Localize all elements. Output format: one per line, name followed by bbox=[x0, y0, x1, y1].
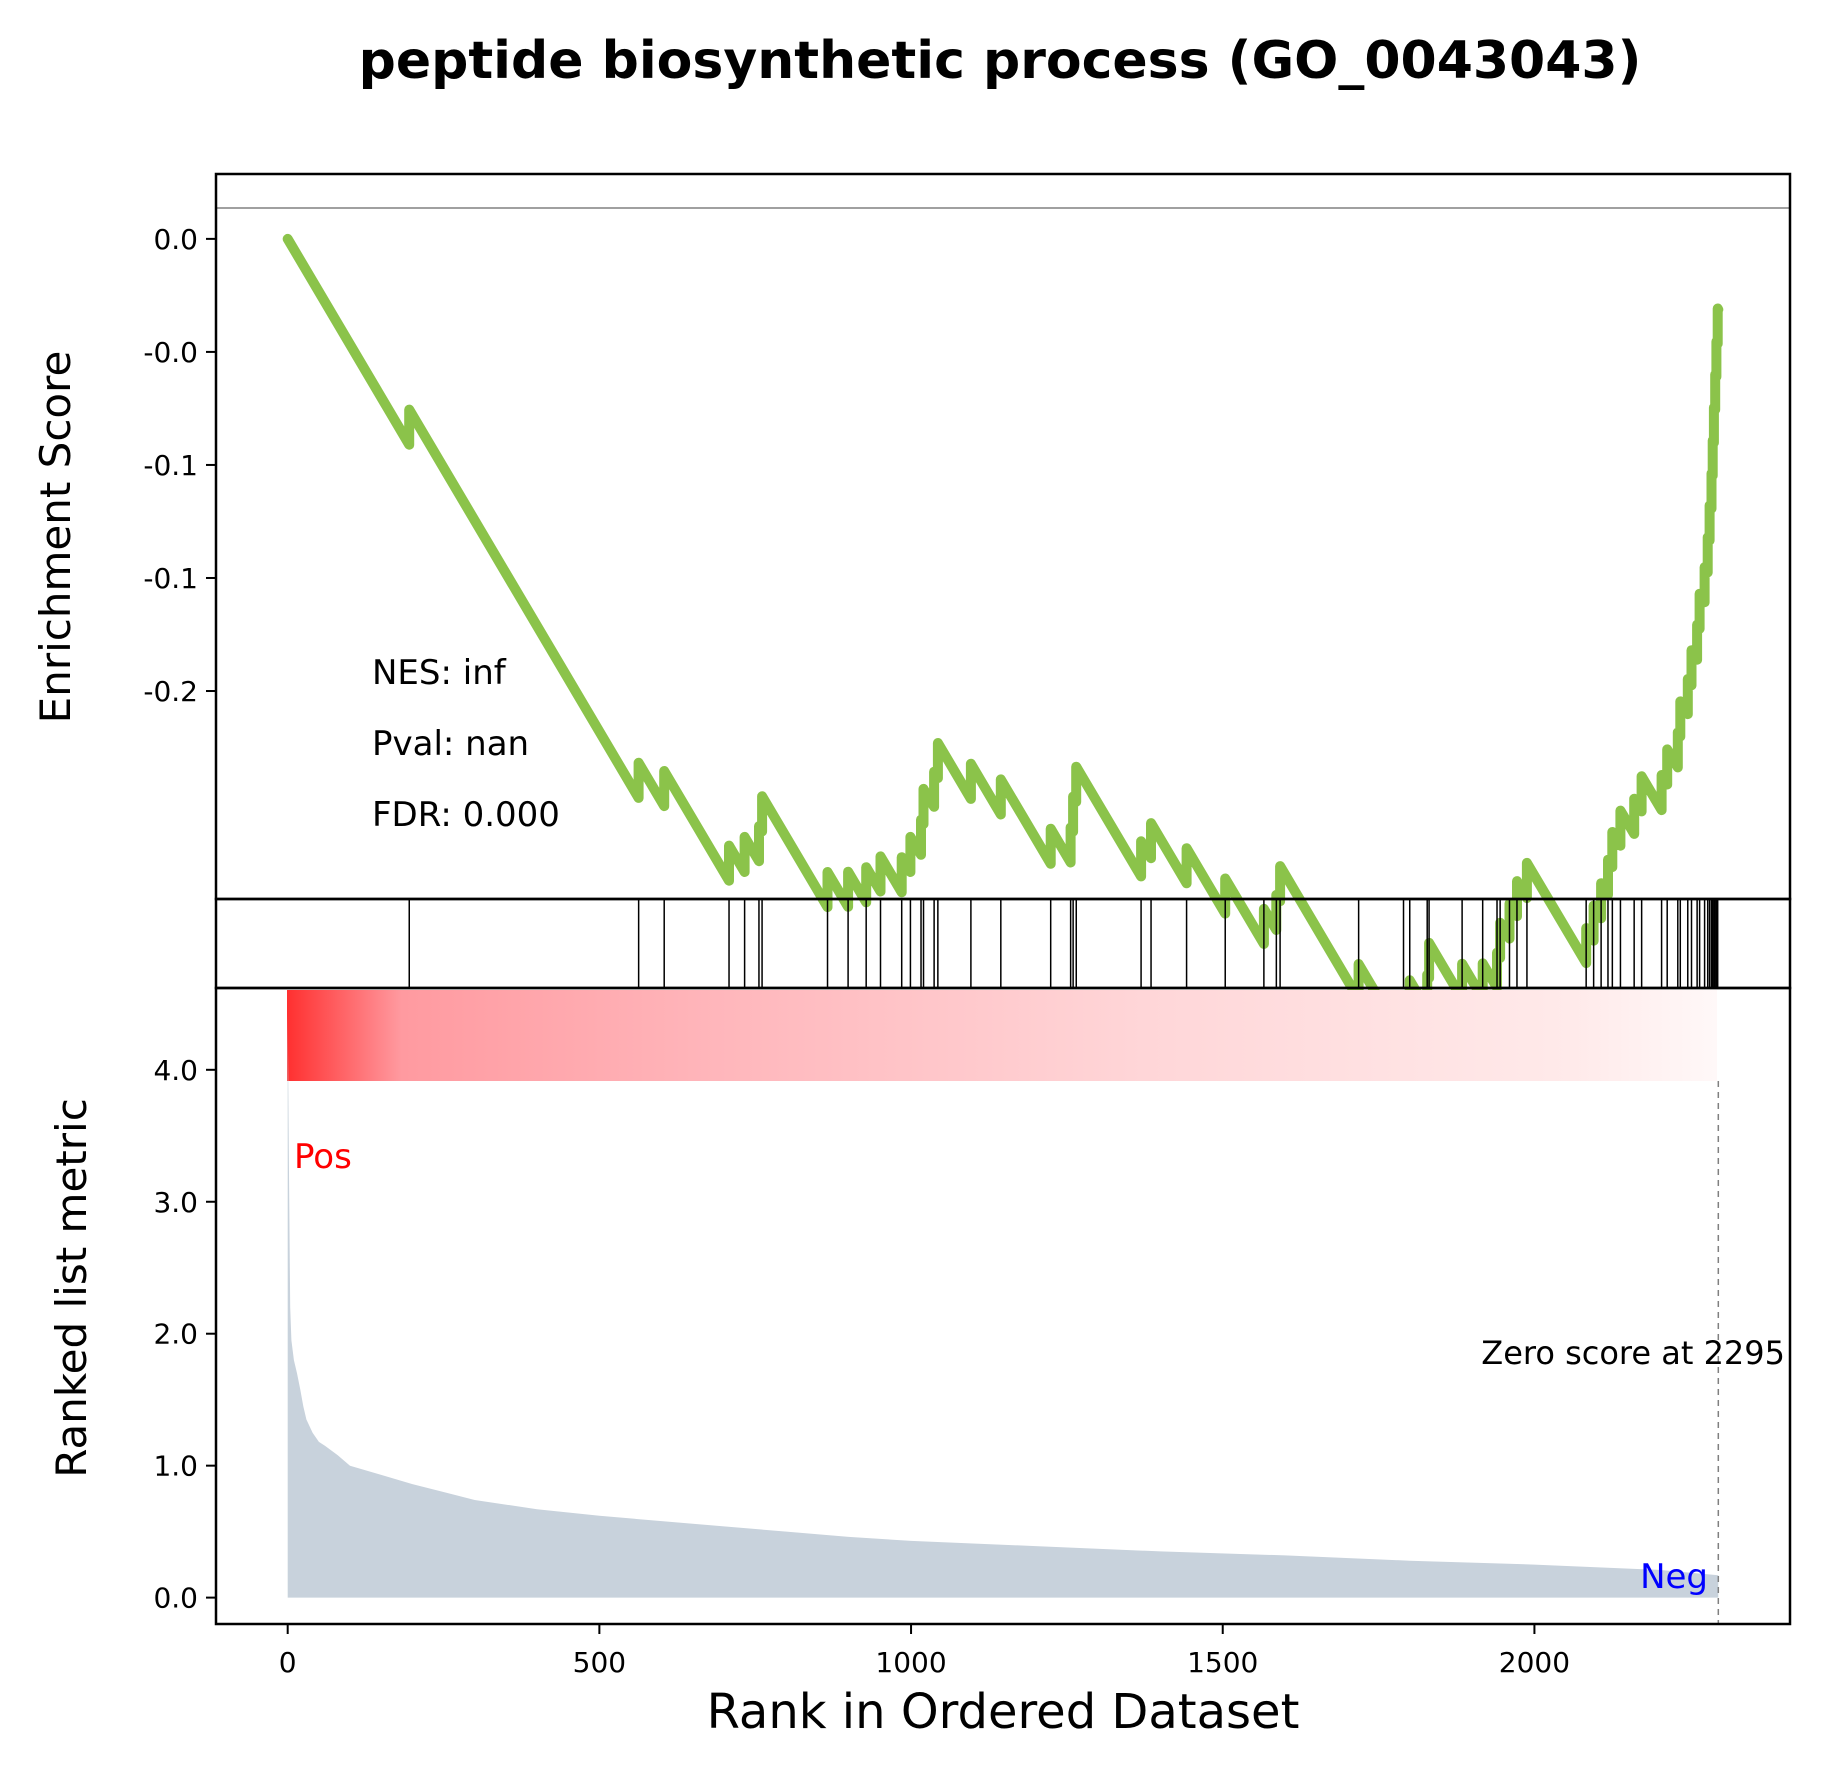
es-y-axis-label: Enrichment Score bbox=[31, 351, 80, 724]
pos-label: Pos bbox=[294, 1137, 352, 1177]
rank-y-axis-label: Ranked list metric bbox=[47, 1098, 96, 1478]
es-y-tick-label: -0.0 bbox=[143, 336, 198, 369]
chart-title: peptide biosynthetic process (GO_0043043… bbox=[359, 31, 1642, 91]
zero-score-label: Zero score at 2295 bbox=[1481, 1334, 1785, 1372]
rank-gradient-bar bbox=[287, 990, 1717, 1081]
es-y-tick-label: -0.1 bbox=[143, 562, 198, 595]
x-tick-label: 1000 bbox=[875, 1646, 946, 1679]
x-tick-label: 0 bbox=[279, 1646, 297, 1679]
rank-y-tick-label: 4.0 bbox=[153, 1054, 198, 1087]
rank-y-tick-label: 1.0 bbox=[153, 1450, 198, 1483]
neg-label: Neg bbox=[1640, 1557, 1708, 1597]
es-y-tick-label: 0.0 bbox=[153, 223, 198, 256]
pval-label: Pval: nan bbox=[372, 724, 529, 764]
x-tick-label: 1500 bbox=[1187, 1646, 1258, 1679]
fdr-label: FDR: 0.000 bbox=[372, 795, 560, 835]
rank-y-tick-label: 0.0 bbox=[153, 1582, 198, 1615]
es-y-tick-label: -0.1 bbox=[143, 449, 198, 482]
ranked-metric-panel: 4.0 3.0 2.0 1.0 0.0 Zero score at 2295 Pos N… bbox=[153, 986, 1792, 1626]
enrichment-score-panel: 0.0 -0.0 -0.1 -0.1 -0.2 NES: inf Pval: nan F… bbox=[143, 172, 1792, 1045]
x-axis-label: Rank in Ordered Dataset bbox=[707, 1684, 1300, 1740]
rank-y-tick-label: 3.0 bbox=[153, 1186, 198, 1219]
nes-label: NES: inf bbox=[372, 653, 507, 693]
rank-y-tick-label: 2.0 bbox=[153, 1318, 198, 1351]
x-tick-label: 2000 bbox=[1499, 1646, 1570, 1679]
x-axis: 0 500 1000 1500 2000 bbox=[279, 1624, 1570, 1679]
gene-hits-panel bbox=[214, 897, 1792, 990]
es-y-tick-label: -0.2 bbox=[143, 675, 198, 708]
x-tick-label: 500 bbox=[573, 1646, 626, 1679]
rank-panel-frame bbox=[214, 986, 1792, 1626]
es-series-line bbox=[282, 233, 1724, 1045]
ranked-metric-area bbox=[287, 1014, 1719, 1598]
